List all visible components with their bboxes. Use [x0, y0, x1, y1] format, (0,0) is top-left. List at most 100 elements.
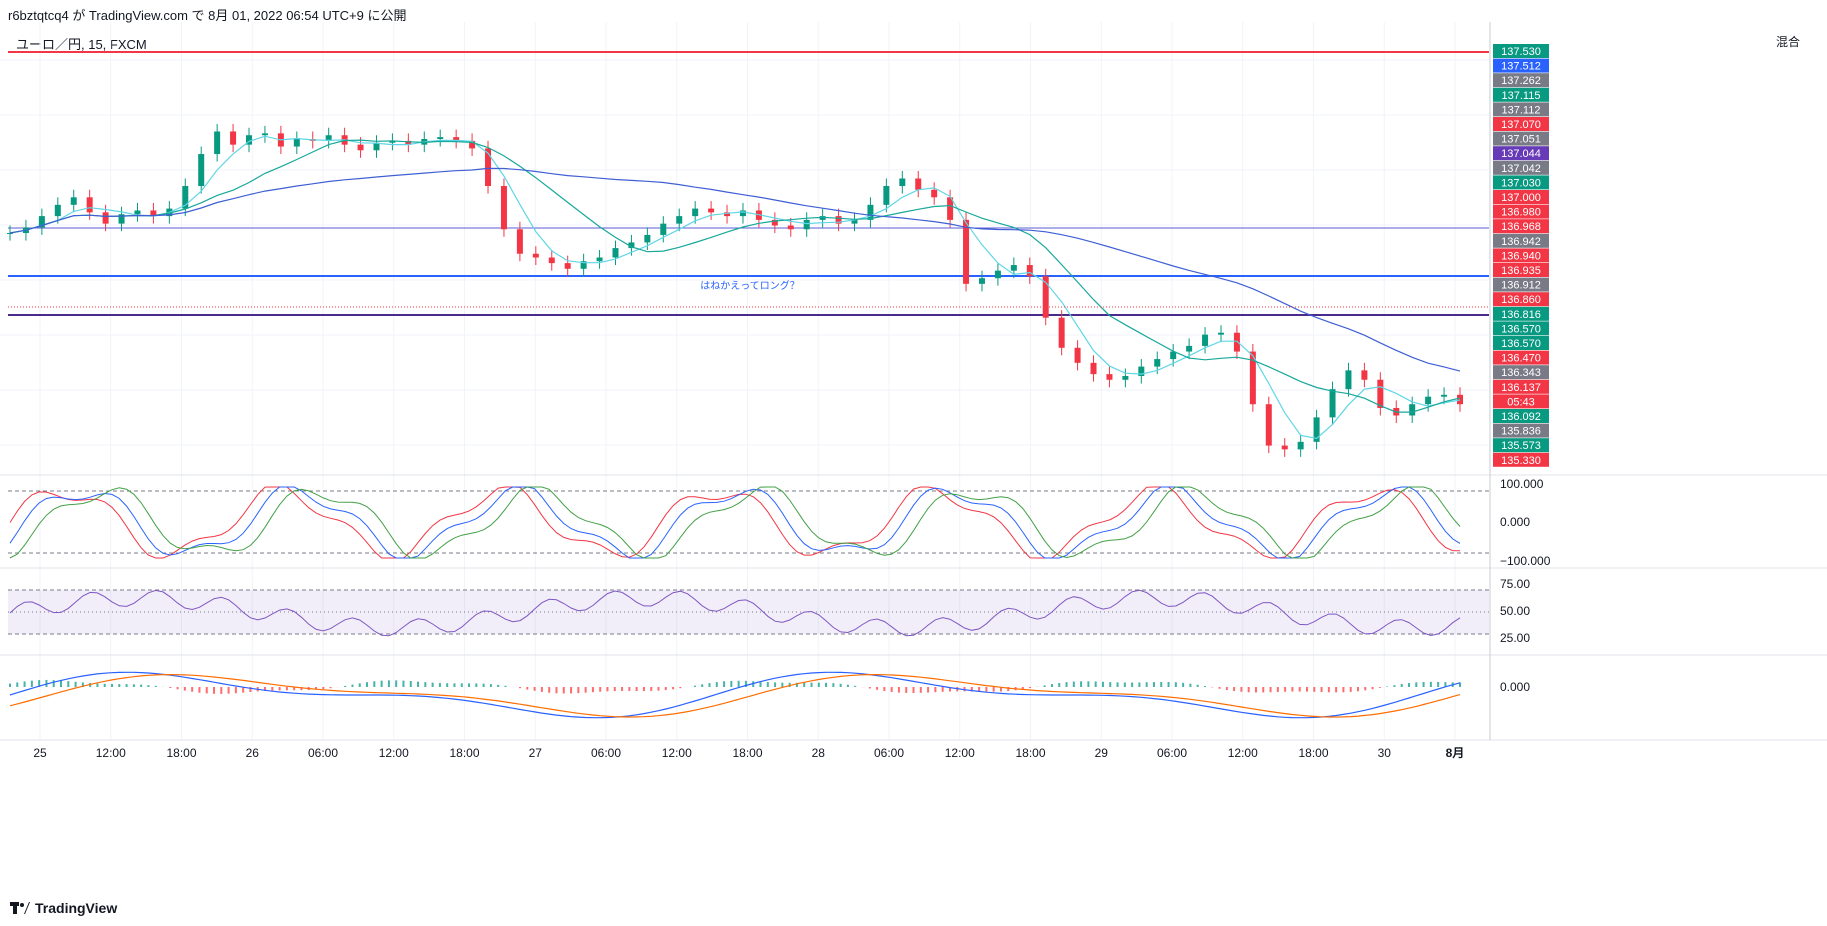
candle-body — [70, 197, 77, 205]
macd-bar — [453, 683, 456, 687]
price-label-box — [1493, 102, 1549, 117]
candle-body — [1122, 376, 1129, 380]
macd-bar — [242, 687, 245, 693]
candle-body — [1249, 351, 1256, 405]
price-label-text: 136.860 — [1501, 294, 1541, 306]
macd-bar — [249, 687, 252, 693]
macd-bar — [402, 680, 405, 687]
chart-area[interactable]: はねかえってロング？ 137.530 137.512 137.262 137.115 13… — [0, 22, 1827, 890]
macd-bar — [1386, 686, 1389, 687]
macd-bar — [817, 682, 820, 687]
tradingview-logo-icon — [10, 902, 30, 914]
price-label-box — [1493, 204, 1549, 219]
candle-body — [947, 197, 954, 220]
macd-bar — [1058, 682, 1061, 687]
x-tick-label: 12:00 — [662, 746, 692, 760]
macd-bar — [1284, 687, 1287, 692]
macd-bar — [1160, 681, 1163, 687]
macd-bar — [803, 682, 806, 687]
macd-bar — [111, 683, 114, 687]
macd-bar — [9, 683, 11, 687]
candle-body — [676, 216, 683, 224]
price-label-box — [1493, 263, 1549, 277]
macd-bar — [446, 683, 449, 687]
candle-body — [182, 186, 189, 209]
candle-body — [1010, 265, 1017, 271]
candle-body — [516, 229, 523, 254]
x-tick-label: 8月 — [1446, 746, 1465, 760]
price-label-box — [1493, 336, 1549, 350]
price-label-box — [1493, 117, 1549, 131]
symbol-title[interactable]: ユーロ／円, 15, FXCM — [16, 37, 147, 52]
candle-body — [915, 178, 922, 190]
candle-body — [134, 210, 141, 215]
macd-bar — [1218, 687, 1221, 689]
price-label-text: 137.000 — [1501, 192, 1541, 204]
candle-body — [628, 242, 635, 249]
macd-bar — [198, 687, 201, 693]
candle-body — [644, 234, 651, 243]
candle-body — [7, 233, 13, 235]
macd-bar — [810, 682, 813, 687]
x-tick-label: 18:00 — [1015, 746, 1045, 760]
macd-bar — [832, 683, 835, 687]
macd-bar — [74, 681, 77, 687]
price-label-box — [1493, 306, 1549, 321]
macd-bar — [715, 682, 718, 687]
candle-body — [325, 135, 332, 141]
candle-body — [1297, 441, 1304, 450]
macd-bar — [1123, 682, 1126, 687]
macd-bar — [533, 687, 536, 691]
price-label-box — [1493, 452, 1549, 467]
macd-bar — [366, 682, 369, 687]
price-label-text: 136.343 — [1501, 367, 1541, 379]
macd-bar — [985, 687, 988, 692]
candle-body — [1281, 445, 1288, 450]
candle-body — [1457, 394, 1463, 405]
macd-bar — [839, 683, 842, 687]
macd-bar — [1131, 682, 1134, 687]
candle-body — [246, 135, 253, 145]
candle-body — [1138, 366, 1145, 376]
macd-bar — [30, 680, 33, 687]
candle-body — [771, 219, 778, 226]
macd-bar — [540, 687, 543, 692]
price-label-box — [1493, 87, 1549, 102]
macd-bar — [672, 687, 675, 690]
macd-bar — [264, 687, 267, 691]
price-label-box — [1493, 379, 1549, 394]
macd-bar — [1407, 683, 1410, 687]
scale-mode-label[interactable]: 混合 — [1775, 35, 1800, 49]
rsi-level-label: 25.00 — [1500, 631, 1530, 645]
rsi-line — [9, 589, 1461, 637]
macd-bar — [679, 687, 682, 689]
macd-bar — [1021, 687, 1024, 690]
x-tick-label: 26 — [246, 746, 260, 760]
macd-bar — [555, 687, 558, 694]
macd-bar — [1349, 687, 1352, 692]
candle-body — [198, 154, 205, 187]
price-label-text: 136.092 — [1501, 411, 1541, 423]
candle-body — [612, 248, 619, 258]
macd-bar — [1043, 685, 1046, 687]
macd-bar — [927, 687, 930, 693]
price-label-text: 05:43 — [1507, 396, 1535, 408]
macd-bar — [1371, 687, 1374, 690]
macd-bar — [664, 687, 667, 691]
macd-bar — [613, 687, 616, 692]
macd-bar — [584, 687, 587, 693]
macd-bar — [1291, 687, 1294, 692]
candle-body — [660, 223, 667, 235]
price-label-box — [1493, 248, 1549, 263]
macd-bar — [285, 687, 288, 691]
macd-bar — [1437, 681, 1440, 687]
macd-bar — [1240, 687, 1243, 692]
candle-body — [437, 137, 444, 139]
macd-bar — [1233, 687, 1236, 692]
candle-body — [931, 189, 938, 198]
macd-bar — [548, 687, 551, 693]
price-label-text: 136.137 — [1501, 382, 1541, 394]
macd-bar — [1327, 687, 1330, 693]
macd-bar — [16, 682, 19, 687]
macd-bar — [628, 687, 631, 691]
